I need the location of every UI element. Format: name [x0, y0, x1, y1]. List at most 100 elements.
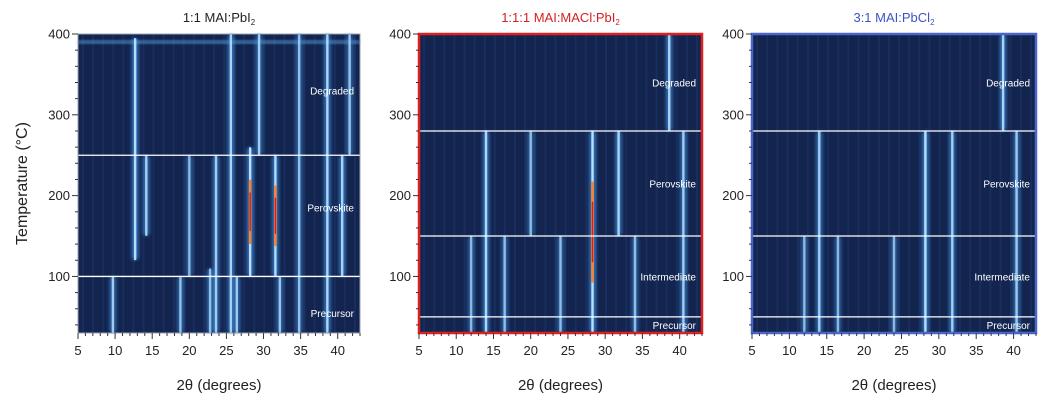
background-streak: [918, 34, 921, 333]
peak-streak: [109, 276, 117, 333]
background-streak: [162, 34, 165, 333]
x-tick-label: 30: [598, 343, 612, 358]
background-streak: [544, 34, 547, 333]
background-streak: [112, 34, 115, 333]
peak-core: [278, 276, 282, 333]
x-axis: 5 10 15 20 25 30 35 40: [748, 333, 1037, 358]
panel-title: 1:1 MAI:PbI2: [183, 10, 256, 27]
background-streak: [574, 34, 577, 333]
background-streak: [202, 34, 205, 333]
y-axis-title: Temperature (°C): [14, 122, 31, 245]
phase-label: Intermediate: [640, 272, 696, 283]
y-tick-label: 200: [389, 188, 411, 203]
background-streak: [584, 34, 587, 333]
background-streak: [564, 34, 567, 333]
background-streak: [695, 34, 698, 333]
x-tick-label: 5: [415, 343, 422, 358]
x-tick-label: 30: [932, 343, 946, 358]
x-tick-label: 15: [820, 343, 834, 358]
peak-core: [469, 236, 473, 333]
peak-core: [803, 236, 806, 333]
peak-streak: [212, 155, 220, 333]
x-tick-label: 40: [672, 343, 686, 358]
peak-streak: [142, 155, 150, 237]
peak-streak: [227, 34, 235, 333]
x-tick-label: 15: [145, 343, 159, 358]
peak-streak: [295, 34, 303, 333]
background-streak: [333, 34, 336, 333]
peak-streak: [999, 34, 1007, 131]
peak-core: [682, 130, 685, 333]
phase-label: Degraded: [652, 78, 696, 89]
peak-streak: [246, 147, 254, 277]
x-axis-title: 2θ (degrees): [176, 377, 261, 393]
background-streak: [928, 34, 931, 333]
background-streak: [423, 34, 426, 333]
x-tick-label: 35: [635, 343, 649, 358]
peak-streak: [921, 130, 929, 333]
background-streak: [443, 34, 446, 333]
y-tick-label: 300: [722, 107, 744, 122]
background-streak: [152, 34, 155, 333]
peak-core: [633, 236, 637, 333]
y-axis: 100 200 300 400: [389, 27, 419, 326]
y-tick-label: 400: [722, 27, 744, 42]
peak-core: [836, 236, 840, 333]
background-streak: [887, 34, 890, 333]
chart-panel-2: Degraded Perovskite Intermediate Precursor 1…: [389, 10, 704, 393]
peak-core: [326, 34, 329, 333]
peak-core: [924, 130, 927, 333]
x-tick-label: 25: [894, 343, 908, 358]
peak-core: [617, 130, 620, 237]
background-streak: [293, 34, 296, 333]
background-streak: [756, 34, 759, 333]
peak-streak: [501, 236, 509, 333]
peak-core: [1015, 130, 1018, 333]
peak-streak: [271, 155, 279, 277]
x-axis: 5 10 15 20 25 30 35 40: [74, 333, 361, 358]
x-tick-label: 30: [256, 343, 270, 358]
peak-streak: [800, 236, 808, 333]
background-streak: [827, 34, 830, 333]
peak-core: [133, 38, 137, 261]
x-tick-label: 10: [108, 343, 122, 358]
peak-core: [214, 155, 218, 333]
background-streak: [283, 34, 286, 333]
peak-core: [668, 34, 671, 131]
x-tick-label: 10: [782, 343, 796, 358]
background-streak: [645, 34, 648, 333]
x-tick-label: 5: [74, 343, 81, 358]
peak-streak: [665, 34, 673, 131]
peak-streak: [346, 34, 354, 156]
peak-streak: [890, 236, 898, 333]
background-streak: [837, 34, 840, 333]
background-streak: [655, 34, 658, 333]
background-streak: [473, 34, 476, 333]
peak-core: [257, 34, 261, 156]
peak-streak: [338, 155, 346, 277]
diffraction-peaks: [800, 34, 1021, 333]
peak-streak: [233, 276, 241, 333]
background-streak: [989, 34, 992, 333]
peak-core: [892, 236, 896, 333]
chart-panel-1: Degraded Perovskite Precursor 100 200 300 400 5…: [14, 10, 361, 393]
peak-core: [235, 276, 239, 333]
peak-core: [818, 130, 821, 333]
background-streak: [898, 34, 901, 333]
phase-label: Perovskite: [983, 180, 1030, 191]
peak-core: [145, 155, 148, 237]
peak-core: [208, 268, 212, 333]
peak-core: [951, 130, 954, 333]
background-streak: [303, 34, 306, 333]
background-streak: [877, 34, 880, 333]
y-tick-label: 100: [48, 269, 70, 284]
background-streak: [182, 34, 185, 333]
peak-hot-center: [249, 192, 251, 232]
background-streak: [102, 34, 105, 333]
background-streak: [514, 34, 517, 333]
phase-label: Precursor: [987, 321, 1031, 332]
background-streak: [433, 34, 436, 333]
background-streak: [786, 34, 789, 333]
peak-core: [297, 34, 301, 333]
x-tick-label: 40: [331, 343, 345, 358]
